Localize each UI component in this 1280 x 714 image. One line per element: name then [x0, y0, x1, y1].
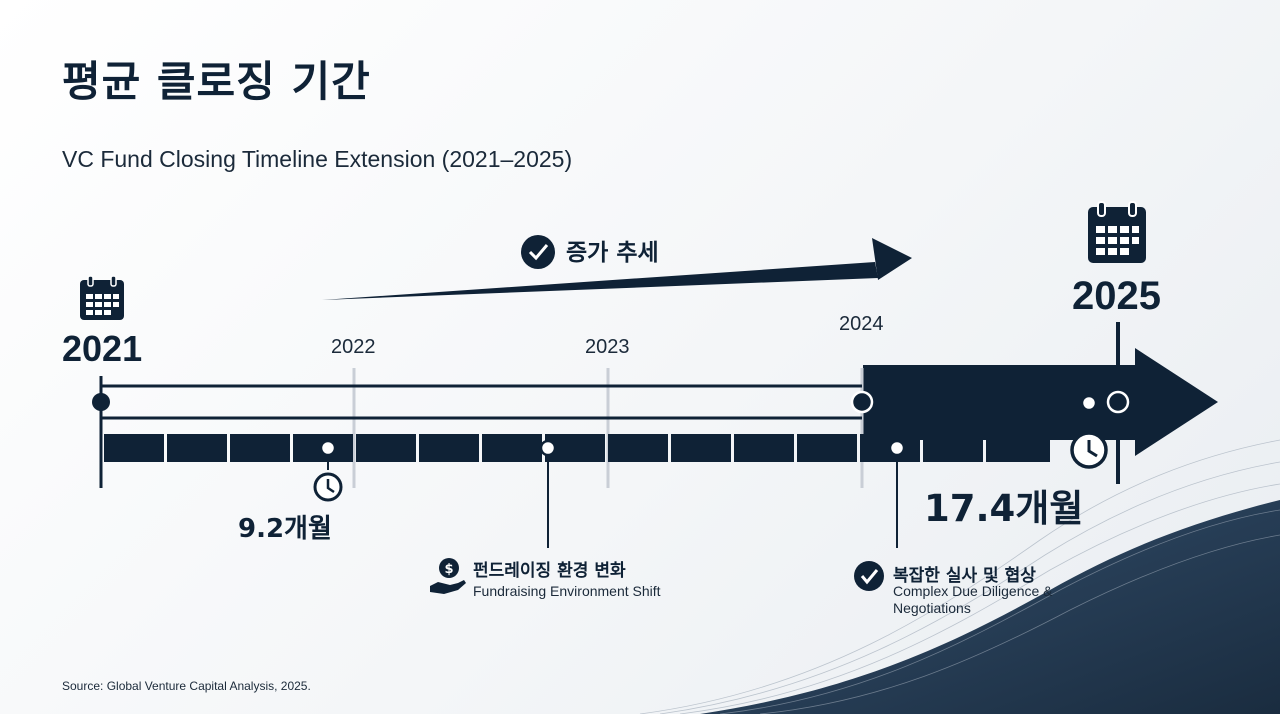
trend-arrow [322, 238, 912, 300]
factor-due-diligence-title: 복잡한 실사 및 협상 [893, 566, 1036, 586]
factor-fundraising-subtitle: Fundraising Environment Shift [473, 583, 661, 599]
page-subtitle: VC Fund Closing Timeline Extension (2021… [62, 146, 573, 172]
year-label-2022: 2022 [331, 336, 376, 358]
source-note: Source: Global Venture Capital Analysis,… [62, 679, 311, 693]
calendar-icon [80, 275, 124, 320]
check-circle-icon [854, 561, 884, 591]
pin-9-2 [319, 439, 337, 470]
year-label-2023: 2023 [585, 336, 630, 358]
month-segments-bar [104, 434, 1050, 462]
svg-text:$: $ [444, 562, 453, 577]
factor-due-diligence-subtitle-line2: Negotiations [893, 600, 971, 616]
node-2024 [850, 390, 874, 414]
duration-end: 17.4개월 [924, 487, 1084, 530]
duration-start: 9.2개월 [238, 514, 332, 544]
pin-fundraising [539, 439, 557, 548]
start-node [92, 393, 110, 411]
pin-due-diligence [888, 439, 906, 548]
year-gridlines [352, 368, 864, 488]
extension-arrow [863, 348, 1218, 456]
calendar-icon [1088, 201, 1146, 263]
clock-icon [1070, 431, 1108, 469]
year-label-2024: 2024 [839, 313, 884, 335]
check-circle-icon [521, 235, 555, 269]
year-label-start: 2021 [62, 328, 143, 369]
clock-icon [313, 472, 343, 502]
page-title: 평균 클로징 기간 [62, 57, 371, 106]
factor-due-diligence-subtitle-line1: Complex Due Diligence & [893, 583, 1053, 599]
pin-17-4 [1080, 394, 1098, 430]
year-label-end: 2025 [1072, 274, 1161, 318]
baseline-bracket [99, 376, 862, 488]
dollar-hand-icon: $ [430, 558, 466, 594]
trend-label: 증가 추세 [566, 240, 659, 266]
factor-fundraising-title: 펀드레이징 환경 변화 [473, 561, 626, 581]
end-node [1106, 390, 1130, 414]
